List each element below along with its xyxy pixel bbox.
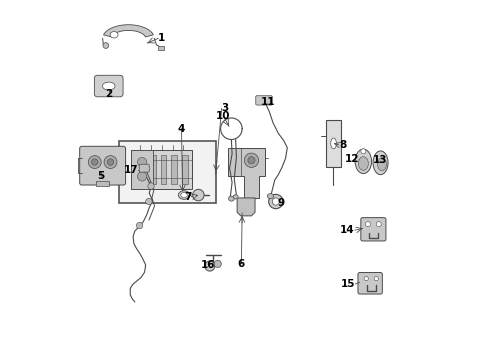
Circle shape	[272, 198, 279, 205]
Text: 2: 2	[105, 89, 112, 99]
Text: 15: 15	[341, 279, 355, 289]
Circle shape	[92, 159, 98, 165]
Bar	[139, 155, 145, 184]
Circle shape	[107, 159, 114, 165]
Text: 3: 3	[221, 103, 229, 113]
Bar	[158, 45, 164, 50]
Circle shape	[137, 157, 147, 167]
Ellipse shape	[267, 194, 274, 199]
Circle shape	[245, 153, 259, 167]
Bar	[161, 155, 167, 184]
Text: 6: 6	[238, 259, 245, 269]
Ellipse shape	[228, 196, 234, 201]
Text: 10: 10	[216, 111, 231, 121]
Ellipse shape	[178, 191, 190, 199]
Text: 9: 9	[278, 198, 285, 208]
Circle shape	[148, 183, 154, 189]
Bar	[182, 155, 188, 184]
Text: 4: 4	[178, 124, 185, 134]
Text: 11: 11	[261, 97, 275, 107]
Circle shape	[364, 276, 368, 281]
Circle shape	[205, 261, 215, 271]
Bar	[172, 155, 177, 184]
Bar	[131, 149, 192, 189]
Bar	[119, 140, 216, 203]
FancyBboxPatch shape	[256, 96, 272, 105]
Circle shape	[214, 260, 221, 267]
Text: 7: 7	[184, 192, 192, 202]
Ellipse shape	[233, 195, 238, 199]
Circle shape	[137, 172, 147, 181]
Bar	[131, 149, 153, 189]
Bar	[150, 155, 156, 184]
FancyBboxPatch shape	[95, 75, 123, 97]
Polygon shape	[103, 25, 153, 37]
Circle shape	[88, 156, 101, 168]
Bar	[96, 181, 109, 186]
Ellipse shape	[331, 138, 337, 149]
Circle shape	[146, 198, 152, 205]
Ellipse shape	[103, 42, 109, 48]
Text: 17: 17	[124, 165, 139, 175]
Circle shape	[248, 157, 255, 164]
Polygon shape	[237, 198, 255, 216]
Ellipse shape	[373, 151, 388, 175]
FancyBboxPatch shape	[358, 273, 382, 294]
Text: 14: 14	[340, 225, 355, 235]
Text: 8: 8	[339, 140, 346, 150]
Circle shape	[376, 222, 381, 226]
Circle shape	[374, 276, 378, 281]
Bar	[326, 120, 341, 167]
Circle shape	[366, 222, 370, 226]
Text: 5: 5	[97, 171, 104, 181]
Circle shape	[104, 156, 117, 168]
Ellipse shape	[102, 82, 115, 90]
Ellipse shape	[377, 158, 387, 171]
Text: 16: 16	[201, 260, 216, 270]
FancyBboxPatch shape	[361, 218, 386, 241]
Circle shape	[361, 149, 366, 154]
FancyBboxPatch shape	[80, 146, 125, 185]
FancyBboxPatch shape	[139, 164, 149, 172]
Ellipse shape	[181, 193, 187, 198]
Circle shape	[193, 189, 204, 201]
Polygon shape	[228, 148, 265, 198]
Ellipse shape	[110, 32, 118, 38]
Ellipse shape	[358, 157, 368, 170]
Circle shape	[136, 222, 143, 229]
Text: 1: 1	[158, 33, 166, 43]
Text: 12: 12	[344, 154, 359, 164]
Text: 13: 13	[373, 155, 388, 165]
Circle shape	[269, 194, 283, 209]
Ellipse shape	[355, 149, 371, 174]
